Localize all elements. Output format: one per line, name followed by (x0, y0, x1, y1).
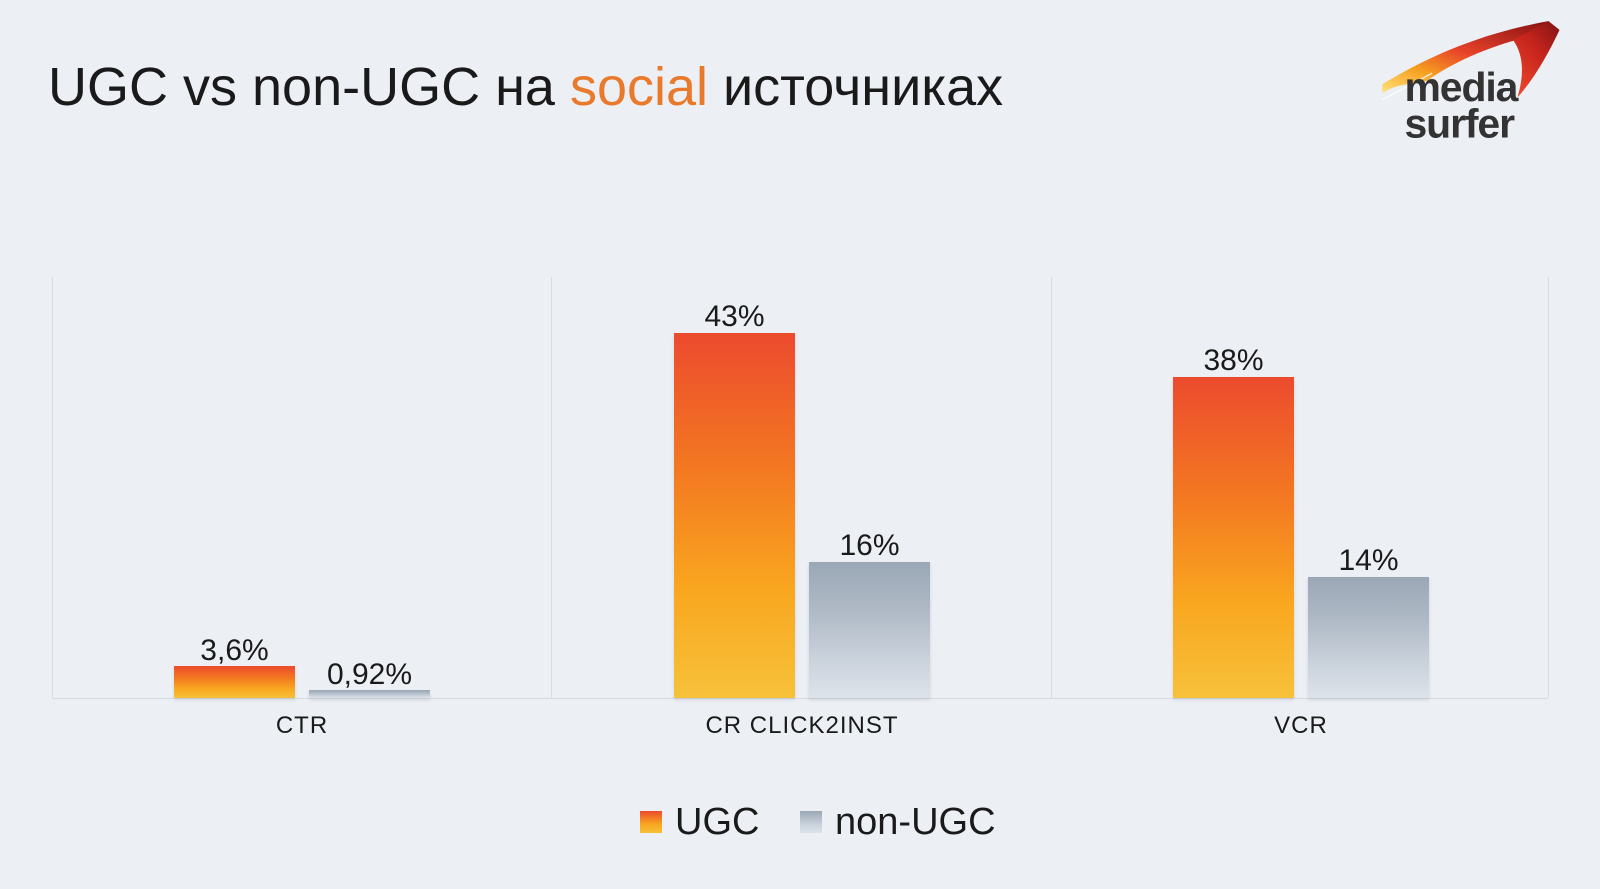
svg-text:surfer: surfer (1405, 100, 1516, 144)
